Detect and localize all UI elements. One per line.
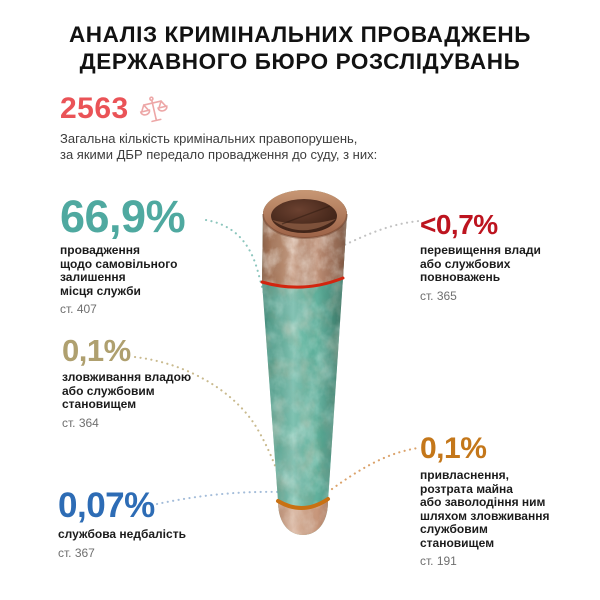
connector-line-st191 — [330, 446, 420, 491]
pipe-orange-ring — [276, 497, 330, 510]
pipe-image — [260, 190, 348, 535]
pipe-red-ring — [260, 276, 345, 289]
pipe-rim-edge — [262, 213, 348, 239]
connector-line-st364 — [133, 355, 287, 498]
connector-line-st365 — [338, 219, 421, 249]
pipe-hole-streak — [281, 205, 331, 225]
connector-line-st407 — [204, 218, 269, 303]
pipe-inner-wall — [272, 219, 336, 231]
connector-line-st367 — [155, 490, 282, 506]
connector-lines — [133, 218, 421, 506]
